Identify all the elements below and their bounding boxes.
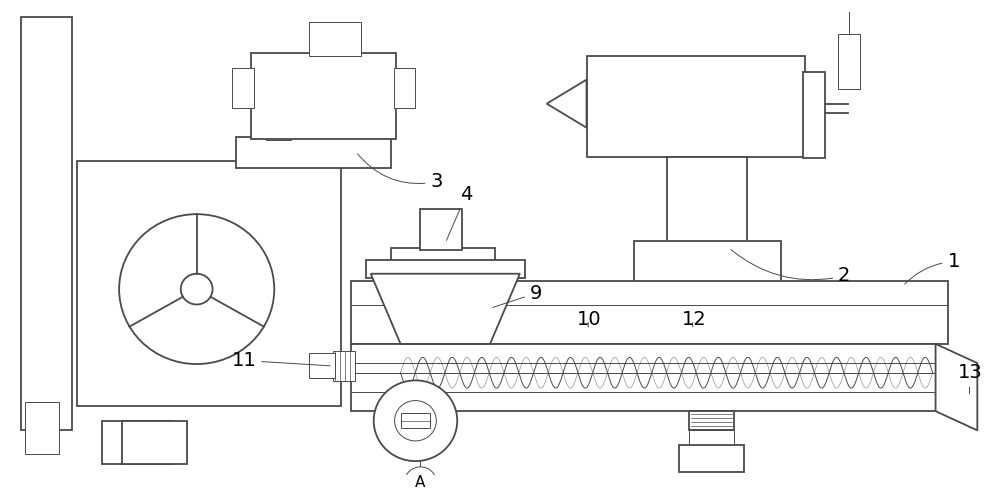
Bar	[838, 33, 860, 89]
Bar	[266, 104, 291, 140]
Bar	[351, 344, 938, 411]
Bar	[236, 137, 391, 168]
Circle shape	[119, 214, 274, 364]
Text: 10: 10	[577, 310, 602, 329]
Bar	[77, 162, 341, 407]
Bar	[309, 354, 335, 379]
Circle shape	[374, 381, 457, 461]
Bar	[679, 445, 744, 472]
Bar	[309, 22, 361, 55]
Bar	[667, 157, 747, 243]
Bar	[333, 351, 355, 382]
Bar	[420, 209, 462, 250]
Text: 1: 1	[905, 252, 960, 284]
Text: 4: 4	[446, 185, 473, 241]
Bar	[587, 55, 805, 157]
Bar	[394, 431, 438, 454]
Bar	[25, 402, 59, 454]
Circle shape	[395, 401, 436, 441]
Circle shape	[181, 274, 213, 304]
Bar	[102, 421, 172, 464]
Text: 11: 11	[232, 351, 330, 370]
Bar	[232, 68, 254, 109]
Bar	[391, 248, 495, 272]
Text: 9: 9	[493, 284, 542, 307]
Polygon shape	[371, 274, 520, 344]
Bar	[634, 241, 781, 284]
Text: 2: 2	[731, 249, 850, 285]
Bar	[689, 411, 734, 431]
Bar	[122, 421, 187, 464]
Bar	[351, 281, 948, 344]
Bar	[394, 411, 438, 431]
Bar	[401, 413, 430, 429]
Text: 12: 12	[682, 310, 706, 329]
Polygon shape	[936, 344, 977, 431]
Bar	[251, 53, 396, 139]
Bar	[394, 68, 415, 109]
Bar	[406, 272, 480, 286]
Text: 13: 13	[957, 362, 982, 394]
Bar	[21, 17, 72, 431]
Text: 3: 3	[358, 154, 443, 191]
Bar	[689, 431, 734, 454]
Polygon shape	[547, 80, 587, 128]
Text: A: A	[415, 475, 426, 490]
Bar	[366, 260, 525, 277]
Bar	[803, 72, 825, 159]
Circle shape	[405, 467, 436, 491]
